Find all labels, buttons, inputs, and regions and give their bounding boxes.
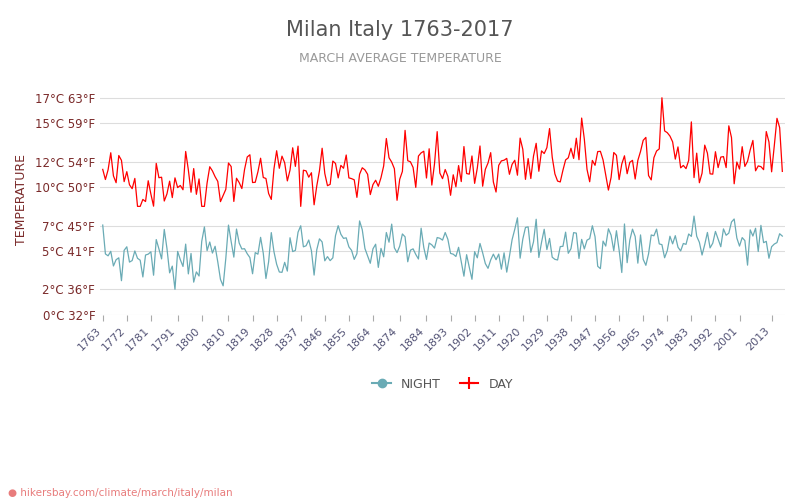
Legend: NIGHT, DAY: NIGHT, DAY <box>367 373 518 396</box>
Text: Milan Italy 1763-2017: Milan Italy 1763-2017 <box>286 20 514 40</box>
Text: ● hikersbay.com/climate/march/italy/milan: ● hikersbay.com/climate/march/italy/mila… <box>8 488 233 498</box>
Text: MARCH AVERAGE TEMPERATURE: MARCH AVERAGE TEMPERATURE <box>298 52 502 66</box>
Y-axis label: TEMPERATURE: TEMPERATURE <box>15 154 28 246</box>
